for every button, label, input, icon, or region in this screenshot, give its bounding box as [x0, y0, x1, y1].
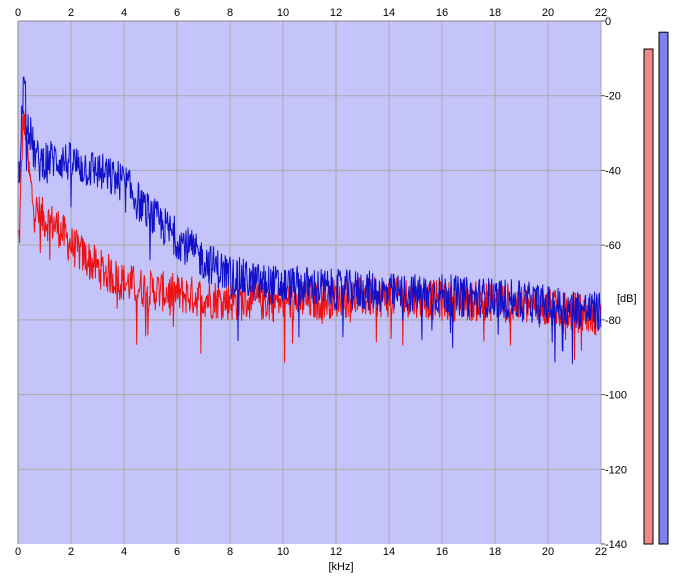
y-tick-label: -100	[605, 390, 627, 402]
x-tick-label-top: 8	[227, 7, 233, 19]
x-tick-label-bottom: 8	[227, 546, 233, 558]
y-tick-label: -120	[605, 464, 627, 476]
x-tick-label-top: 6	[174, 7, 180, 19]
x-tick-label-top: 10	[277, 7, 289, 19]
y-tick-label: -140	[605, 539, 627, 551]
x-tick-label-bottom: 14	[383, 546, 395, 558]
x-tick-label-bottom: 16	[436, 546, 448, 558]
series-line-blue	[17, 75, 602, 364]
x-tick-label-bottom: 2	[68, 546, 74, 558]
y-tick-label: 0	[605, 16, 611, 28]
x-tick-label-bottom: 10	[277, 546, 289, 558]
x-tick-label-top: 12	[330, 7, 342, 19]
level-meter-left	[643, 48, 654, 545]
x-tick-label-bottom: 20	[542, 546, 554, 558]
y-axis-label: [dB]	[617, 293, 637, 305]
x-tick-label-top: 18	[489, 7, 501, 19]
x-tick-label-bottom: 0	[15, 546, 21, 558]
x-tick-label-top: 0	[15, 7, 21, 19]
x-ticks-bottom: 0 2 4 6 8 10 12 14 16 18 20 22	[15, 546, 607, 558]
x-tick-label-bottom: 6	[174, 546, 180, 558]
level-meter-right	[658, 31, 669, 545]
x-tick-label-bottom: 18	[489, 546, 501, 558]
y-ticks: 0 -20 -40 -60 -80 -100 -120 -140	[601, 16, 627, 551]
y-tick-label: -60	[605, 240, 621, 252]
x-tick-label-bottom: 12	[330, 546, 342, 558]
y-tick-label: -20	[605, 91, 621, 103]
y-tick-label: -80	[605, 315, 621, 327]
x-tick-label-bottom: 22	[595, 546, 607, 558]
x-ticks-top: 0 2 4 6 8 10 12 14 16 18 20 22	[15, 7, 607, 19]
level-meters	[643, 31, 669, 545]
series-line-red	[17, 110, 602, 363]
x-tick-label-bottom: 4	[121, 546, 127, 558]
plot-frame	[17, 20, 601, 544]
x-tick-label-top: 22	[595, 7, 607, 19]
x-tick-label-top: 16	[436, 7, 448, 19]
y-tick-label: -40	[605, 165, 621, 177]
x-tick-label-top: 20	[542, 7, 554, 19]
x-tick-label-top: 2	[68, 7, 74, 19]
x-tick-label-top: 4	[121, 7, 127, 19]
x-axis-label: [kHz]	[328, 561, 353, 573]
series-layer	[17, 75, 602, 364]
x-tick-label-top: 14	[383, 7, 395, 19]
